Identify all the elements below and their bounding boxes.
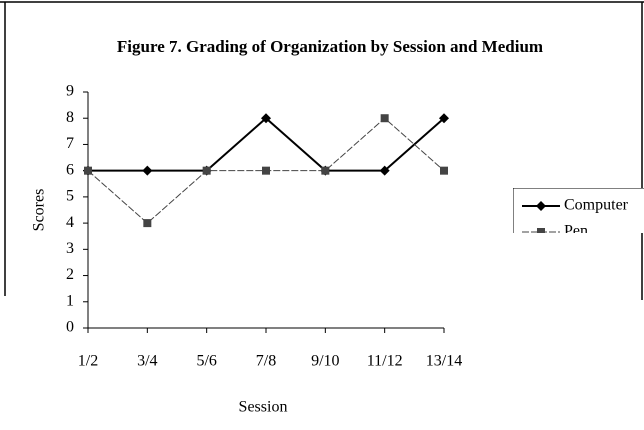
series-line <box>88 116 445 172</box>
point <box>262 166 270 175</box>
y-tick-label: 1 <box>66 292 74 309</box>
y-tick-label: 9 <box>66 83 74 100</box>
x-axis-label: Session <box>239 399 288 416</box>
point <box>321 166 330 175</box>
x-tick-label: 3/4 <box>137 353 157 370</box>
legend-label: Pen <box>564 223 588 240</box>
y-tick-label: 5 <box>66 188 74 205</box>
legend: Computer Pen <box>522 197 629 240</box>
y-tick-label: 8 <box>66 109 74 126</box>
chart-title: Figure 7. Grading of Organization by Ses… <box>117 37 543 56</box>
point <box>142 165 153 176</box>
y-tick-label: 2 <box>66 266 74 283</box>
point <box>202 166 211 175</box>
point <box>143 219 152 228</box>
y-tick-label: 0 <box>66 319 74 336</box>
point <box>261 113 271 124</box>
y-tick-label: 6 <box>66 161 74 178</box>
y-tick-label: 3 <box>66 240 74 257</box>
point <box>439 113 449 124</box>
point <box>84 166 92 175</box>
x-tick-label: 9/10 <box>311 353 339 370</box>
point <box>380 114 389 123</box>
x-tick-label: 5/6 <box>196 353 216 370</box>
legend-box <box>513 188 644 233</box>
legend-marker <box>537 228 545 233</box>
point <box>379 165 390 176</box>
legend-marker <box>536 201 546 211</box>
x-tick-label: 7/8 <box>256 353 276 370</box>
y-tick-label: 4 <box>66 214 74 231</box>
y-tick-label: 7 <box>66 135 74 152</box>
x-tick-label: 13/14 <box>426 353 462 370</box>
x-tick-label: 1/2 <box>78 353 98 370</box>
legend-label: Computer <box>564 197 629 214</box>
point <box>440 166 448 175</box>
x-tick-label: 11/12 <box>367 353 403 370</box>
y-axis-label: Scores <box>31 189 48 232</box>
